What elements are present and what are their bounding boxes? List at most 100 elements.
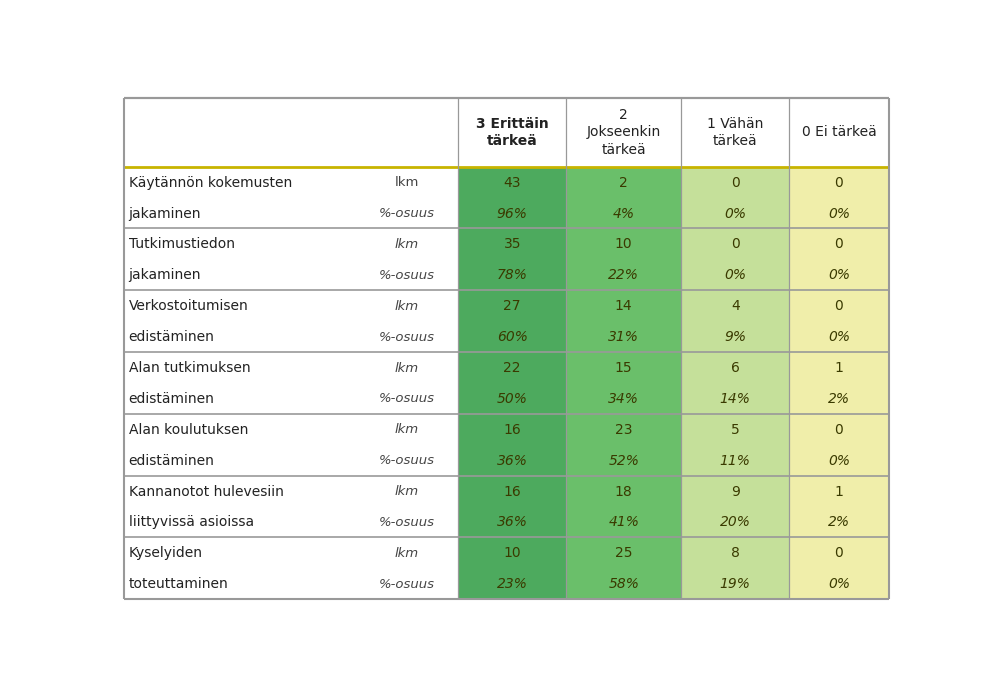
Text: edistäminen: edistäminen	[129, 330, 214, 344]
Text: 23: 23	[615, 423, 633, 437]
Bar	[789, 569, 889, 599]
Text: Verkostoitumisen: Verkostoitumisen	[129, 299, 248, 313]
Bar	[566, 290, 682, 323]
Bar	[566, 352, 682, 384]
Text: 0 Ei tärkeä: 0 Ei tärkeä	[802, 125, 876, 139]
Bar	[789, 199, 889, 228]
Text: 58%: 58%	[608, 577, 639, 591]
Bar	[789, 508, 889, 537]
Text: lkm: lkm	[395, 362, 419, 375]
Text: 2
Jokseenkin
tärkeä: 2 Jokseenkin tärkeä	[586, 108, 661, 157]
Text: 60%: 60%	[497, 330, 528, 344]
Text: 2%: 2%	[828, 516, 850, 530]
Bar	[682, 384, 789, 414]
Text: Kannanotot hulevesiin: Kannanotot hulevesiin	[129, 484, 284, 499]
Bar	[789, 414, 889, 446]
Bar	[682, 475, 789, 508]
Text: 11%: 11%	[720, 453, 751, 468]
Text: 19%: 19%	[720, 577, 751, 591]
Text: 0: 0	[834, 423, 843, 437]
Text: Alan koulutuksen: Alan koulutuksen	[129, 423, 248, 437]
Bar	[789, 352, 889, 384]
Text: 27: 27	[504, 299, 521, 313]
Text: 50%: 50%	[497, 392, 528, 406]
Bar	[566, 384, 682, 414]
Bar	[458, 569, 566, 599]
Text: Tutkimustiedon: Tutkimustiedon	[129, 238, 235, 251]
Bar	[124, 475, 458, 537]
Text: 4: 4	[731, 299, 740, 313]
Text: lkm: lkm	[395, 300, 419, 313]
Bar	[789, 323, 889, 352]
Text: lkm: lkm	[395, 423, 419, 436]
Bar	[124, 352, 458, 414]
Bar	[124, 290, 458, 352]
Text: jakaminen: jakaminen	[129, 269, 201, 282]
Text: 96%: 96%	[497, 207, 528, 221]
Text: 14%: 14%	[720, 392, 751, 406]
Text: lkm: lkm	[395, 176, 419, 189]
Text: 15: 15	[615, 361, 633, 375]
Bar	[682, 446, 789, 475]
Bar	[789, 228, 889, 260]
Bar	[566, 537, 682, 569]
Bar	[789, 290, 889, 323]
Text: 52%: 52%	[608, 453, 639, 468]
Text: 2%: 2%	[828, 392, 850, 406]
Text: 18: 18	[615, 484, 633, 499]
Text: 10: 10	[615, 238, 633, 251]
Bar	[458, 446, 566, 475]
Bar	[789, 475, 889, 508]
Text: lkm: lkm	[395, 485, 419, 498]
Bar	[789, 537, 889, 569]
Text: 1: 1	[834, 484, 843, 499]
Bar	[458, 260, 566, 290]
Bar	[566, 228, 682, 260]
Text: Alan tutkimuksen: Alan tutkimuksen	[129, 361, 250, 375]
Text: 0: 0	[731, 238, 740, 251]
Bar	[458, 228, 566, 260]
Text: 36%: 36%	[497, 516, 528, 530]
Bar	[458, 384, 566, 414]
Bar	[566, 166, 682, 199]
Bar	[458, 199, 566, 228]
Text: 78%: 78%	[497, 269, 528, 282]
Bar	[566, 475, 682, 508]
Bar	[789, 166, 889, 199]
Bar	[458, 166, 566, 199]
Bar	[566, 323, 682, 352]
Text: 6: 6	[731, 361, 740, 375]
Bar	[124, 537, 458, 599]
Text: 36%: 36%	[497, 453, 528, 468]
Text: 4%: 4%	[613, 207, 635, 221]
Text: 0: 0	[834, 547, 843, 560]
Text: 35: 35	[504, 238, 521, 251]
Bar	[458, 508, 566, 537]
Bar	[124, 228, 458, 290]
Text: 5: 5	[731, 423, 740, 437]
Bar	[566, 569, 682, 599]
Bar	[458, 475, 566, 508]
Bar	[458, 352, 566, 384]
Bar	[566, 199, 682, 228]
Text: 3 Erittäin
tärkeä: 3 Erittäin tärkeä	[476, 116, 549, 148]
Bar	[682, 414, 789, 446]
Text: %-osuus: %-osuus	[379, 331, 434, 344]
Bar	[682, 323, 789, 352]
Bar	[566, 446, 682, 475]
Text: 0%: 0%	[724, 207, 746, 221]
Bar	[124, 166, 458, 228]
Text: %-osuus: %-osuus	[379, 207, 434, 220]
Bar	[789, 260, 889, 290]
Text: %-osuus: %-osuus	[379, 516, 434, 529]
Bar	[682, 569, 789, 599]
Text: 0%: 0%	[828, 269, 850, 282]
Text: 0%: 0%	[828, 577, 850, 591]
Text: 9: 9	[731, 484, 740, 499]
Text: Käytännön kokemusten: Käytännön kokemusten	[129, 175, 292, 190]
Text: 14: 14	[615, 299, 633, 313]
Text: 0: 0	[834, 175, 843, 190]
Text: liittyvissä asioissa: liittyvissä asioissa	[129, 516, 254, 530]
Text: 0: 0	[834, 299, 843, 313]
Bar	[682, 166, 789, 199]
